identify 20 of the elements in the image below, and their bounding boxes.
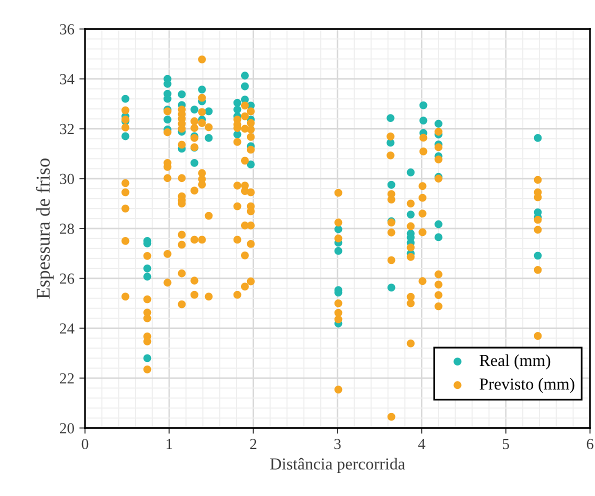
x-tick-label: 4 — [418, 438, 426, 450]
y-tick-label: 36 — [60, 24, 74, 34]
legend-label: Previsto (mm) — [480, 378, 574, 394]
y-tick-label: 32 — [60, 124, 74, 134]
x-tick-label: 1 — [166, 438, 172, 450]
x-tick-label: 2 — [250, 438, 256, 450]
y-tick-label: 20 — [60, 423, 74, 434]
y-tick-label: 22 — [60, 373, 74, 384]
y-tick-label: 24 — [60, 323, 74, 334]
y-tick-label: 26 — [60, 274, 74, 284]
y-tick-label: 28 — [60, 224, 74, 234]
x-axis-title: Distância percorrida — [270, 458, 406, 473]
y-tick-label: 34 — [60, 74, 74, 84]
x-tick-label: 0 — [82, 438, 88, 450]
y-axis-title: Espessura de friso — [36, 158, 54, 299]
x-tick-label: 5 — [502, 439, 510, 450]
legend-label: Real (mm) — [480, 354, 550, 370]
y-tick-label: 30 — [60, 174, 74, 184]
x-tick-label: 3 — [334, 438, 341, 450]
x-tick-label: 6 — [586, 438, 594, 450]
